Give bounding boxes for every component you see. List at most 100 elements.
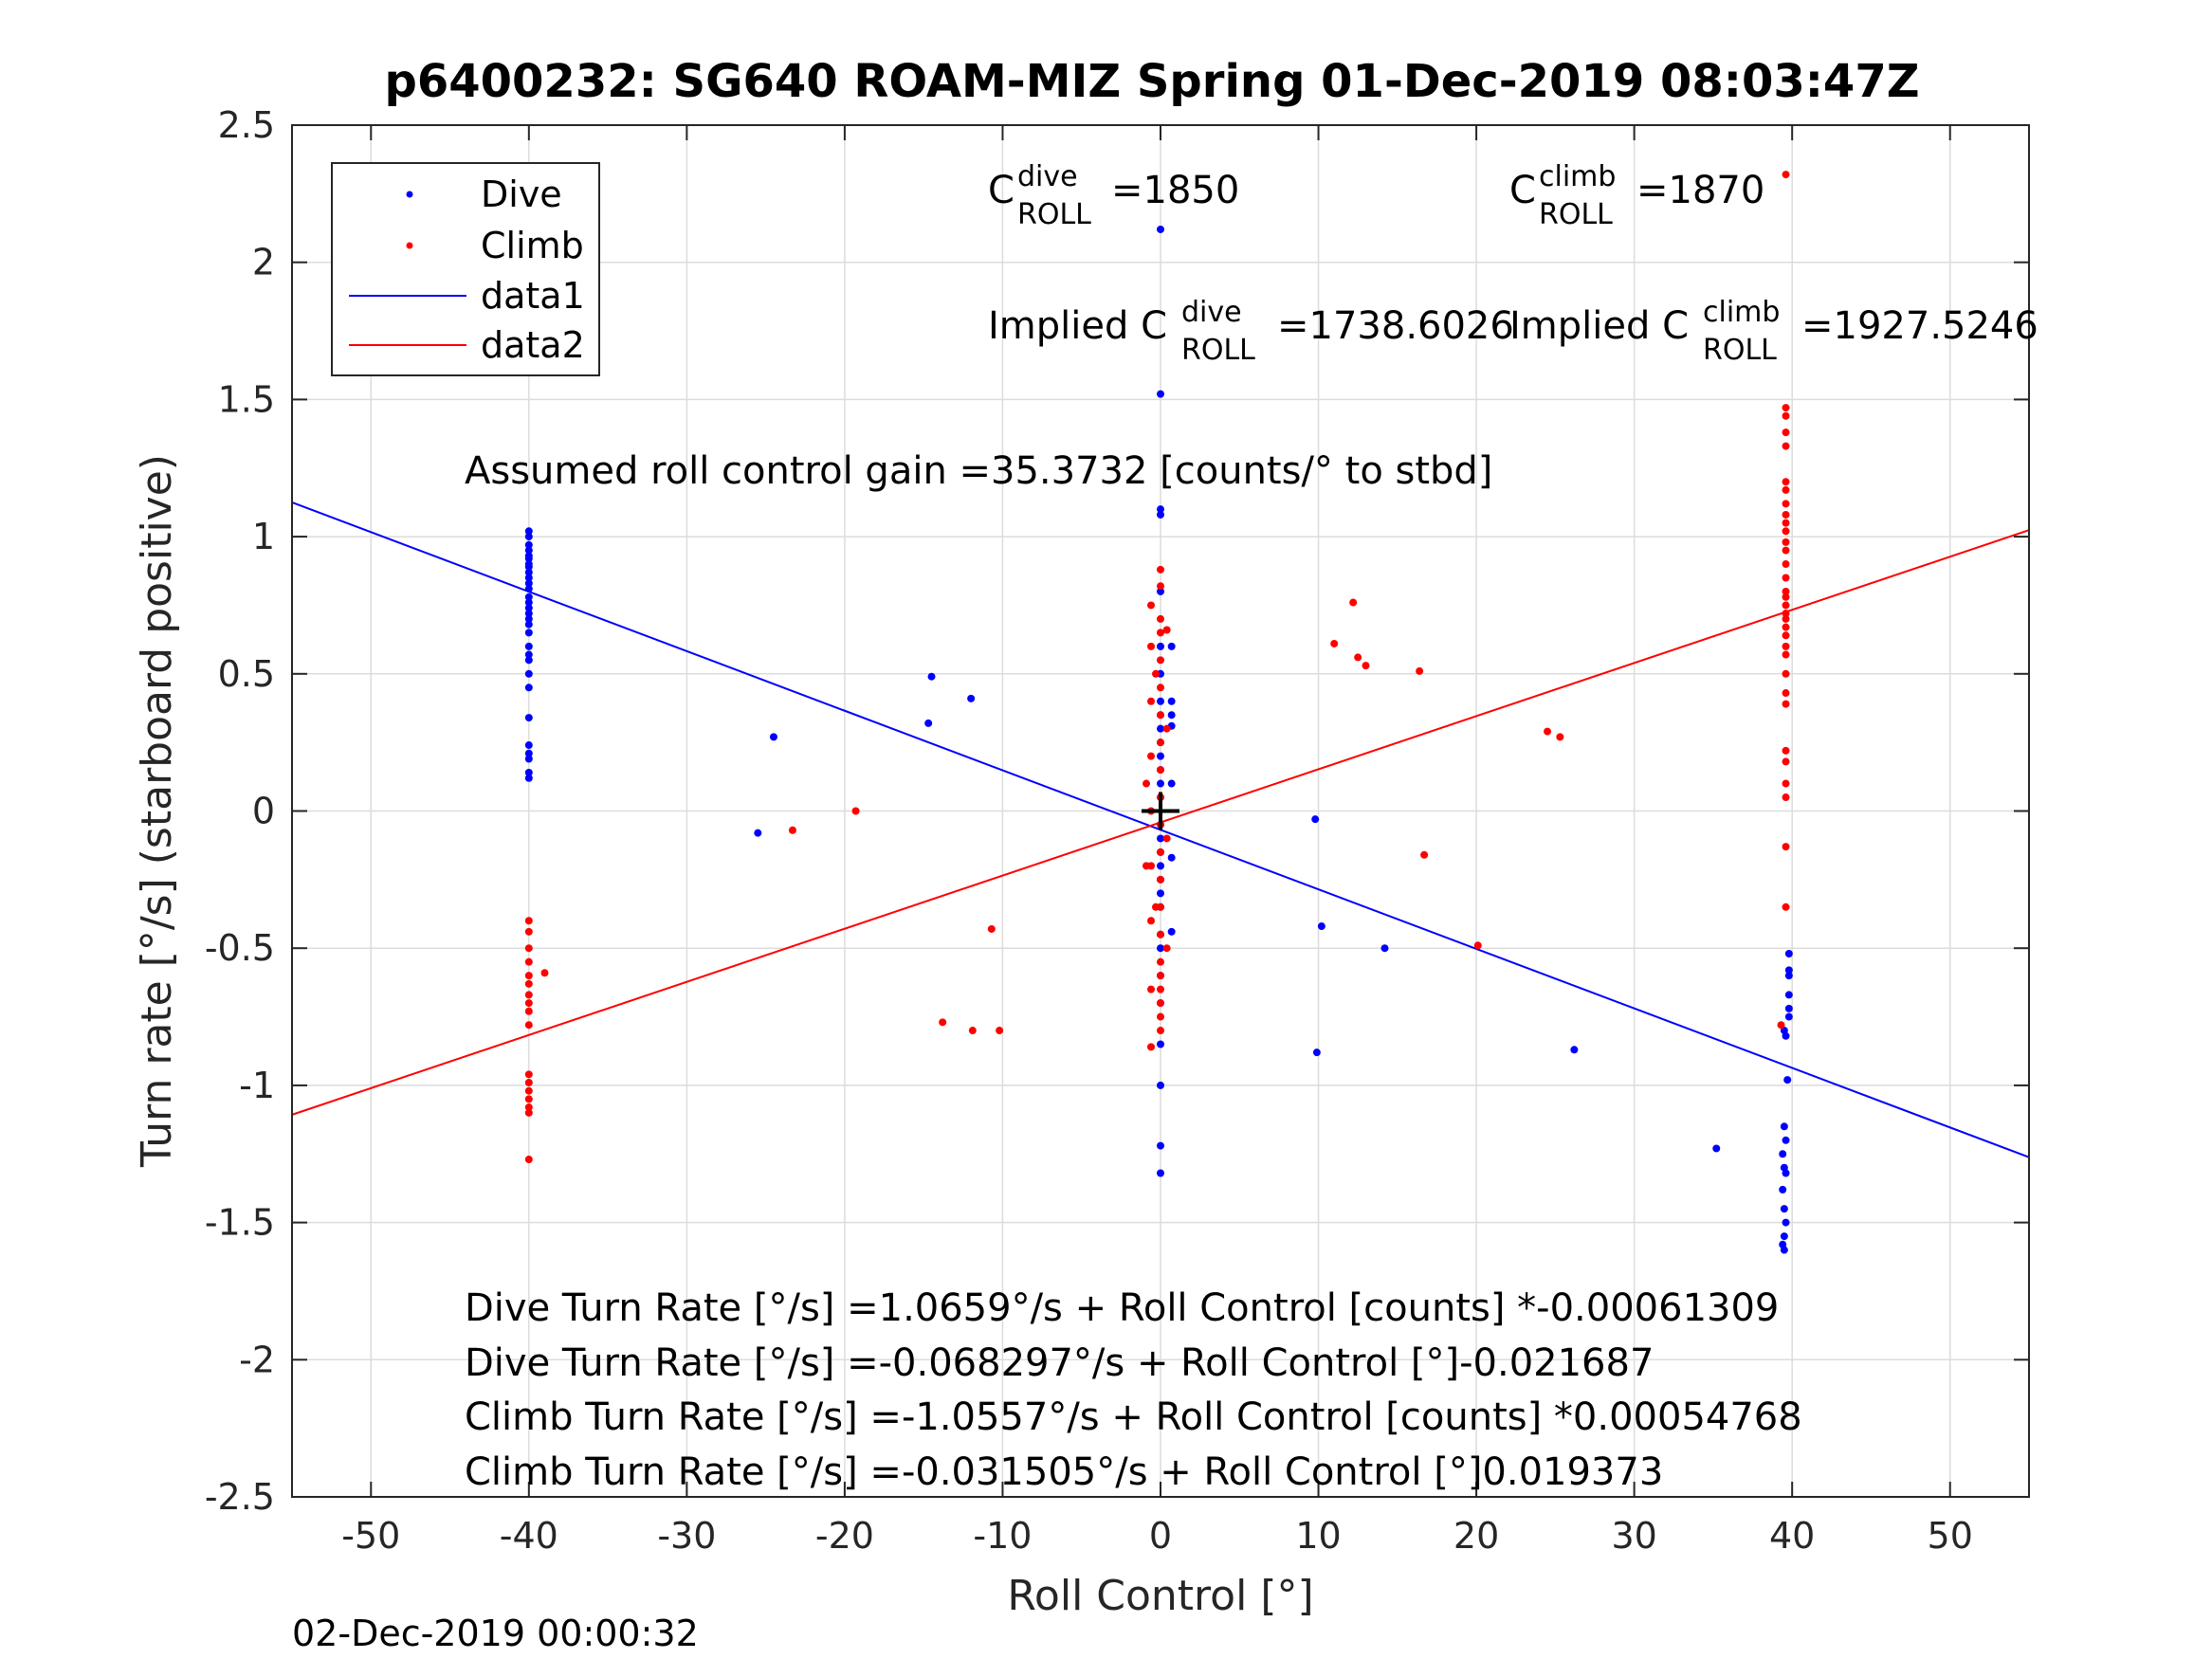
fit-line-2: Dive Turn Rate [°/s] =-0.068297°/s + Rol… xyxy=(465,1341,1654,1385)
legend-data2-label: data2 xyxy=(481,324,585,366)
climb-point xyxy=(1782,669,1790,678)
dive-point xyxy=(1167,642,1176,650)
x-tick-label: -40 xyxy=(500,1515,558,1557)
climb-point xyxy=(1473,941,1482,950)
climb-point xyxy=(1782,574,1790,582)
dive-point xyxy=(1783,1076,1792,1085)
implied-dive-superscript: dive xyxy=(1181,296,1242,329)
climb-point xyxy=(524,1095,533,1103)
climb-point xyxy=(1157,614,1164,623)
dive-point xyxy=(1782,1218,1790,1227)
dive-point xyxy=(524,598,533,607)
dive-point xyxy=(1784,972,1793,980)
dive-point xyxy=(1570,1046,1579,1054)
climb-point xyxy=(524,1156,533,1164)
dive-point xyxy=(1780,1122,1788,1131)
origin-crosshair-marker xyxy=(1142,792,1179,830)
climb-point xyxy=(996,1027,1004,1035)
dive-point xyxy=(524,714,533,722)
climb-point xyxy=(524,1086,533,1095)
x-tick-label: -30 xyxy=(657,1515,716,1557)
climb-point xyxy=(524,957,533,966)
dive-point xyxy=(1157,779,1164,788)
gain-annotation: Assumed roll control gain =35.3732 [coun… xyxy=(465,449,1492,493)
climb-point xyxy=(1782,843,1790,851)
dive-point xyxy=(524,555,533,563)
fit-line-3: Climb Turn Rate [°/s] =-1.0557°/s + Roll… xyxy=(465,1395,1802,1439)
x-tick-label: 50 xyxy=(1928,1515,1973,1557)
climb-point xyxy=(1157,875,1164,884)
climb-point xyxy=(524,999,533,1008)
dive-point xyxy=(524,768,533,776)
dive-point xyxy=(524,579,533,588)
climb-point xyxy=(1147,642,1156,650)
y-tick-label: 0.5 xyxy=(218,653,275,695)
dive-point xyxy=(927,672,936,681)
dive-point xyxy=(524,650,533,659)
climb-point xyxy=(1157,985,1164,994)
climb-point xyxy=(1162,724,1171,733)
c-climb-base: C xyxy=(1509,169,1536,212)
footer-timestamp: 02-Dec-2019 00:00:32 xyxy=(292,1613,699,1654)
climb-point xyxy=(1157,684,1164,692)
dive-point xyxy=(1782,1169,1790,1177)
dive-point xyxy=(524,741,533,750)
climb-point xyxy=(524,972,533,980)
implied-climb-base: Implied C xyxy=(1509,304,1689,348)
climb-point xyxy=(1349,598,1358,607)
climb-point xyxy=(1362,662,1370,670)
legend-box xyxy=(331,162,600,376)
climb-point xyxy=(1544,727,1552,736)
climb-point xyxy=(1777,1021,1785,1030)
climb-point xyxy=(1782,546,1790,555)
legend-dive-marker xyxy=(406,191,413,198)
dive-point xyxy=(524,610,533,618)
climb-point xyxy=(1782,642,1790,650)
climb-point xyxy=(1782,689,1790,698)
dive-point xyxy=(1157,587,1164,595)
climb-point xyxy=(1157,629,1164,637)
climb-point xyxy=(987,924,996,933)
climb-point xyxy=(851,807,860,815)
dive-point xyxy=(1784,1012,1793,1021)
climb-point xyxy=(1157,565,1164,574)
x-tick-label: 0 xyxy=(1149,1515,1172,1557)
climb-point xyxy=(1782,527,1790,536)
dive-point xyxy=(1784,949,1793,957)
dive-point xyxy=(524,684,533,692)
y-tick-label: 0 xyxy=(252,791,275,832)
climb-point xyxy=(1782,902,1790,911)
dive-point xyxy=(524,749,533,757)
climb-point xyxy=(1782,411,1790,420)
c-climb-subscript: ROLL xyxy=(1539,198,1613,231)
dive-point xyxy=(524,629,533,637)
climb-point xyxy=(1152,669,1161,678)
climb-point xyxy=(1782,601,1790,610)
climb-point xyxy=(1330,639,1339,647)
climb-point xyxy=(1782,793,1790,802)
legend-climb-marker xyxy=(406,242,413,249)
climb-point xyxy=(524,917,533,925)
climb-point xyxy=(1157,957,1164,966)
y-tick-label: -2 xyxy=(239,1339,275,1380)
dive-point xyxy=(1157,225,1164,233)
climb-point xyxy=(1143,779,1151,788)
climb-point xyxy=(1782,746,1790,755)
dive-point xyxy=(1157,724,1164,733)
climb-point xyxy=(524,927,533,936)
dive-point xyxy=(1167,927,1176,936)
fit-line-1: Dive Turn Rate [°/s] =1.0659°/s + Roll C… xyxy=(465,1286,1779,1330)
implied-dive-subscript: ROLL xyxy=(1181,334,1255,367)
dive-point xyxy=(1157,390,1164,398)
climb-point xyxy=(1782,757,1790,766)
climb-point xyxy=(524,1070,533,1079)
c-dive-superscript: dive xyxy=(1017,160,1078,193)
dive-point xyxy=(524,562,533,571)
dive-point xyxy=(524,540,533,549)
dive-point xyxy=(1380,944,1389,953)
dive-point xyxy=(524,620,533,629)
climb-point xyxy=(1157,848,1164,856)
climb-point xyxy=(1782,428,1790,437)
legend-dive-label: Dive xyxy=(481,173,562,215)
